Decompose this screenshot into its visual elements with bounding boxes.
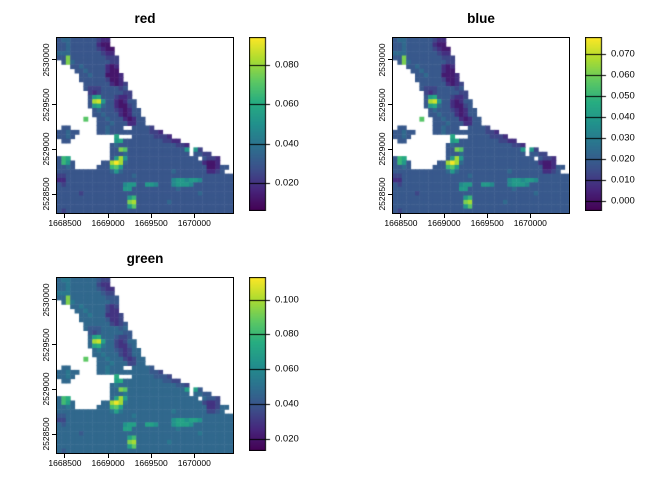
y-axis-label: 2528500 [41, 417, 51, 451]
x-axis-tick [150, 454, 152, 458]
x-axis-tick [150, 214, 152, 218]
x-axis-tick [107, 454, 109, 458]
y-axis-tick [388, 193, 392, 195]
y-axis-tick [52, 104, 56, 106]
y-axis-label: 2529000 [41, 372, 51, 406]
x-axis-tick [64, 214, 66, 218]
x-axis-label: 1668500 [48, 218, 82, 228]
colorbar-label: 0.040 [275, 398, 299, 410]
colorbar-label: 0.000 [611, 195, 635, 207]
x-axis-label: 1669000 [427, 218, 461, 228]
y-axis-tick [388, 59, 392, 61]
panel-red: red 1668500 1669000 1669500 1670000 2530000… [0, 0, 336, 240]
raster-map-green [57, 278, 233, 453]
raster-map-blue [393, 38, 569, 213]
colorbar-label: 0.010 [611, 174, 635, 186]
panel-green: green 1668500 1669000 1669500 1670000 25300… [0, 240, 336, 480]
y-axis-label: 2529000 [41, 132, 51, 166]
y-axis-label: 2530000 [377, 43, 387, 77]
x-axis-tick [486, 214, 488, 218]
x-axis-label: 1668500 [48, 458, 82, 468]
colorbar-label: 0.020 [611, 153, 635, 165]
x-axis-tick [64, 454, 66, 458]
y-axis-label: 2528500 [377, 177, 387, 211]
y-axis-tick [52, 299, 56, 301]
x-axis-label: 1668500 [384, 218, 418, 228]
x-axis-tick [400, 214, 402, 218]
colorbar-blue [585, 37, 607, 211]
panel-title-green: green [126, 251, 164, 266]
plot-border [56, 37, 234, 214]
raster-map-red [57, 38, 233, 213]
x-axis-label: 1670000 [177, 218, 211, 228]
plot-border [392, 37, 570, 214]
y-axis-label: 2530000 [41, 43, 51, 77]
y-axis-label: 2529500 [41, 328, 51, 362]
colorbar-label: 0.100 [275, 294, 299, 306]
colorbar-label: 0.060 [275, 363, 299, 375]
colorbar-label: 0.060 [611, 69, 635, 81]
x-axis-label: 1670000 [513, 218, 547, 228]
y-axis-label: 2530000 [41, 283, 51, 317]
x-axis-label: 1669500 [134, 218, 168, 228]
y-axis-tick [388, 148, 392, 150]
colorbar-label: 0.060 [275, 98, 299, 110]
colorbar-label: 0.070 [611, 48, 635, 60]
colorbar-red [249, 37, 271, 211]
x-axis-tick [193, 454, 195, 458]
colorbar-green [249, 277, 271, 451]
y-axis-tick [52, 148, 56, 150]
x-axis-label: 1669000 [91, 458, 125, 468]
y-axis-tick [52, 344, 56, 346]
colorbar-label: 0.020 [275, 433, 299, 445]
y-axis-tick [52, 193, 56, 195]
x-axis-label: 1669500 [470, 218, 504, 228]
x-axis-tick [443, 214, 445, 218]
colorbar-label: 0.080 [275, 328, 299, 340]
x-axis-tick [529, 214, 531, 218]
y-axis-label: 2528500 [41, 177, 51, 211]
y-axis-tick [52, 388, 56, 390]
colorbar-label: 0.050 [611, 90, 635, 102]
colorbar-label: 0.030 [611, 132, 635, 144]
panel-title-red: red [134, 11, 156, 26]
colorbar-label: 0.040 [275, 138, 299, 150]
y-axis-label: 2529500 [41, 88, 51, 122]
y-axis-label: 2529500 [377, 88, 387, 122]
colorbar-label: 0.020 [275, 177, 299, 189]
x-axis-label: 1669500 [134, 458, 168, 468]
panel-title-blue: blue [467, 11, 495, 26]
colorbar-label: 0.040 [611, 111, 635, 123]
x-axis-tick [107, 214, 109, 218]
y-axis-label: 2529000 [377, 132, 387, 166]
y-axis-tick [52, 433, 56, 435]
x-axis-label: 1670000 [177, 458, 211, 468]
y-axis-tick [52, 59, 56, 61]
panel-blue: blue 1668500 1669000 1669500 1670000 253000… [336, 0, 672, 240]
plot-border [56, 277, 234, 454]
x-axis-tick [193, 214, 195, 218]
y-axis-tick [388, 104, 392, 106]
colorbar-label: 0.080 [275, 59, 299, 71]
x-axis-label: 1669000 [91, 218, 125, 228]
